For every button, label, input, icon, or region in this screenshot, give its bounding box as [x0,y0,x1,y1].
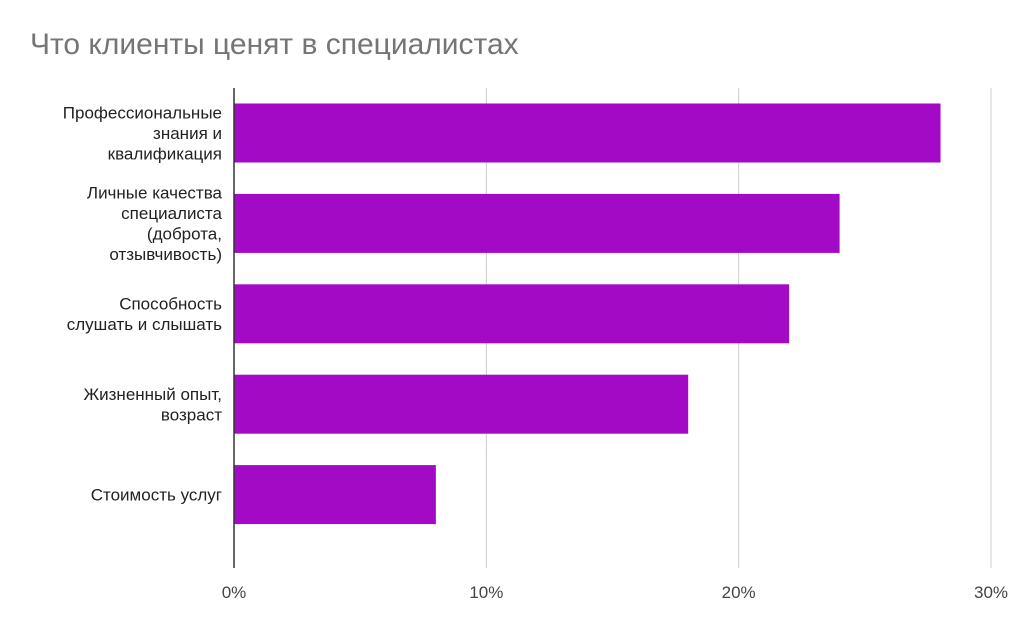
category-label-line: специалиста [121,204,222,223]
x-tick-label-2: 20% [722,583,756,602]
category-label-line: знания и [153,124,222,143]
category-label-line: Профессиональные [63,104,222,123]
category-label-line: Личные качества [87,184,223,203]
category-label-line: слушать и слышать [67,315,222,334]
category-label-2: Способность слушать и слышать [67,295,222,335]
category-label-line: возраст [161,405,222,424]
bar-2 [234,284,790,344]
category-label-3: Жизненный опыт, возраст [83,385,222,425]
category-label-line: отзывчивость) [109,245,222,264]
category-label-1: Личные качества специалиста (доброта, отзыв… [87,184,223,265]
category-label-line: Способность [119,295,222,314]
bar-0 [234,103,941,163]
category-label-line: Стоимость услуг [91,486,222,505]
x-tick-label-1: 10% [469,583,503,602]
category-label-line: Жизненный опыт, [83,385,222,404]
chart-title: Что клиенты ценят в специалистах [30,28,519,61]
category-label-line: (доброта, [147,225,222,244]
x-tick-label-3: 30% [974,583,1008,602]
category-label-0: Профессиональные знания и квалификация [63,104,222,164]
category-label-line: квалификация [108,145,222,164]
x-tick-label-0: 0% [222,583,247,602]
bar-3 [234,374,689,434]
bar-1 [234,193,840,253]
category-label-4: Стоимость услуг [91,486,222,505]
bar-4 [234,465,436,525]
